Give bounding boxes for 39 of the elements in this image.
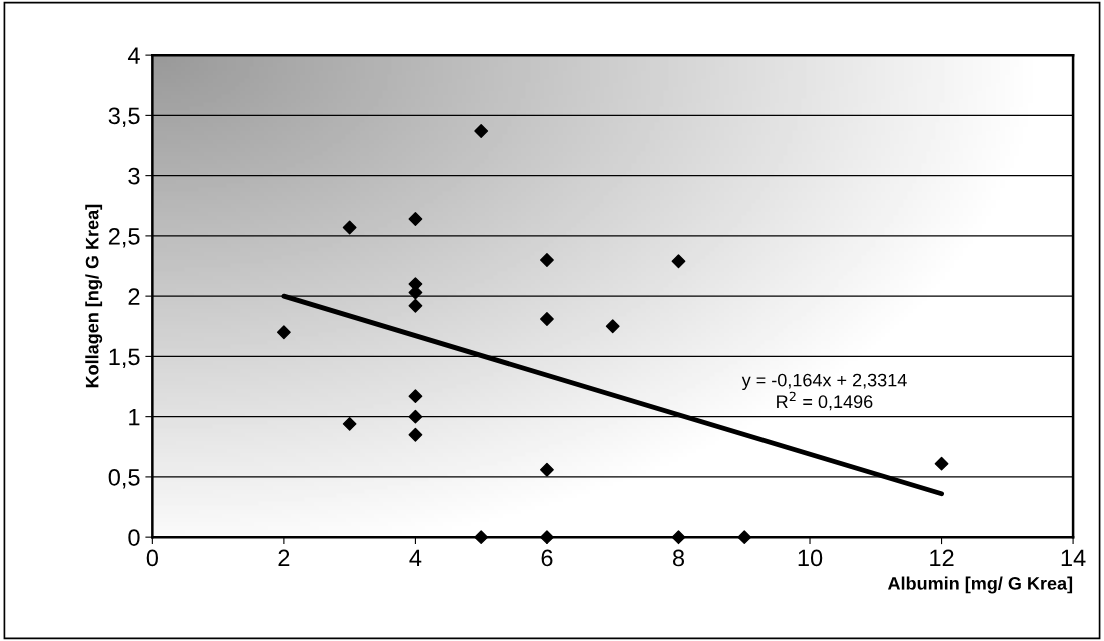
point [408, 427, 423, 442]
point [474, 124, 489, 138]
y-tick-label: 2 [128, 288, 140, 305]
point [408, 298, 423, 313]
point [276, 325, 291, 340]
x-tick-label: 6 [541, 549, 553, 567]
point [408, 212, 423, 226]
x-tick-label: 0 [146, 549, 158, 567]
annotation: y = -0,164x + 2,3314 R$^{2}$ = 0,1496 [741, 373, 907, 411]
x-tick-label: 8 [672, 549, 685, 567]
point [540, 530, 554, 545]
point [342, 416, 357, 431]
point [540, 312, 554, 326]
x-axis-title: Albumin [mg/ G Krea] [887, 576, 1073, 594]
point [474, 530, 489, 545]
point [737, 530, 752, 545]
x-tick-label: 2 [278, 549, 290, 567]
y-tick-label: 1 [129, 408, 140, 426]
y-tick-label: 0 [128, 529, 140, 546]
point [342, 220, 357, 235]
point [540, 462, 554, 477]
point [671, 530, 686, 545]
point [408, 389, 423, 404]
x-tick-label: 14 [1061, 549, 1086, 567]
y-axis-title: Kollagen [ng/ G Krea] [85, 204, 103, 388]
x-tick-label: 12 [930, 549, 954, 567]
x-tick-label: 10 [798, 549, 823, 567]
y-tick-label: 3 [128, 167, 140, 185]
y-tick-label: 3,5 [108, 107, 140, 127]
x-tick-label: 4 [409, 549, 422, 567]
point [934, 456, 949, 471]
y-tick-label: 2,5 [108, 227, 140, 248]
point [540, 253, 554, 267]
y-tick-label: 4 [127, 47, 140, 64]
point [671, 254, 686, 269]
y-tick-label: 1,5 [109, 348, 140, 368]
point [408, 409, 423, 424]
y-tick-label: 0,5 [108, 468, 140, 489]
point [605, 319, 620, 334]
